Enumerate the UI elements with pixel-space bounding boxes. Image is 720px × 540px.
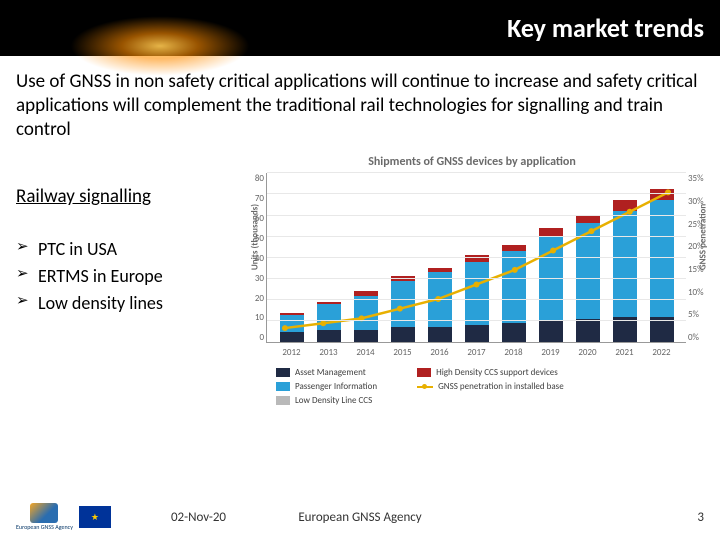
x-tick-label: 2013 — [317, 347, 341, 358]
intro-paragraph: Use of GNSS in non safety critical appli… — [0, 56, 720, 147]
footer-org: European GNSS Agency — [298, 510, 421, 525]
x-axis-labels: 2012 2013 2014 2015 2016 2017 2018 2019 2020 2021… — [267, 347, 686, 358]
x-tick-label: 2019 — [539, 347, 563, 358]
bar-segment — [576, 215, 600, 224]
bar-segment — [502, 323, 526, 342]
bullet-item: ERTMS in Europe — [16, 263, 236, 290]
chart-legend: Asset Management Passenger Information Low… — [276, 367, 708, 406]
y2-axis-ticks: 35%30%25%20%15%10%5%0% — [688, 173, 714, 343]
slide-title: Key market trends — [507, 12, 704, 44]
bar-group — [539, 228, 563, 343]
bullet-item: PTC in USA — [16, 236, 236, 263]
eu-flag-icon: ★ — [79, 506, 111, 528]
footer-date: 02-Nov-20 — [171, 510, 226, 525]
chart-area: Shipments of GNSS devices by application… — [236, 155, 708, 415]
gsa-logo-label: European GNSS Agency — [16, 523, 73, 531]
slide-footer: European GNSS Agency ★ 02-Nov-20 Europea… — [0, 494, 720, 540]
bar-segment — [428, 327, 452, 342]
bar-segment — [280, 315, 304, 332]
bar-group — [391, 276, 415, 342]
plot-area: 2012201320142015201620172018201920202021… — [266, 173, 686, 343]
bar-segment — [650, 189, 674, 200]
x-tick-label: 2015 — [391, 347, 415, 358]
slide-header: Key market trends — [0, 0, 720, 56]
x-tick-label: 2016 — [428, 347, 452, 358]
bar-segment — [613, 211, 637, 317]
section-heading: Railway signalling — [16, 185, 236, 208]
x-tick-label: 2012 — [280, 347, 304, 358]
bar-segment — [391, 327, 415, 342]
bar-group — [317, 302, 341, 342]
legend-item: Low Density Line CCS — [276, 395, 377, 406]
left-column: Railway signalling PTC in USA ERTMS in E… — [16, 155, 236, 415]
bullet-item: Low density lines — [16, 290, 236, 317]
bar-segment — [354, 330, 378, 343]
bar-segment — [613, 200, 637, 211]
bar-segment — [317, 304, 341, 330]
chart-title: Shipments of GNSS devices by application — [236, 155, 708, 169]
bar-segment — [465, 262, 489, 326]
legend-item: Passenger Information — [276, 381, 377, 392]
bar-group — [502, 245, 526, 343]
bar-group — [280, 313, 304, 343]
footer-page-number: 3 — [697, 510, 704, 525]
x-tick-label: 2022 — [650, 347, 674, 358]
legend-item: Asset Management — [276, 367, 377, 378]
x-tick-label: 2020 — [576, 347, 600, 358]
bar-segment — [539, 321, 563, 342]
bar-segment — [280, 332, 304, 343]
legend-item: GNSS penetration in installed base — [417, 381, 564, 392]
x-tick-label: 2021 — [613, 347, 637, 358]
x-tick-label: 2018 — [502, 347, 526, 358]
y-axis-ticks: 80706050403020100 — [244, 173, 264, 343]
x-tick-label: 2014 — [354, 347, 378, 358]
bars-container — [267, 173, 686, 342]
bar-segment — [576, 223, 600, 319]
content-row: Railway signalling PTC in USA ERTMS in E… — [0, 147, 720, 415]
chart-box: Units (thousands) GNSS penetration 80706… — [266, 173, 686, 343]
x-tick-label: 2017 — [465, 347, 489, 358]
bar-segment — [576, 319, 600, 342]
bar-segment — [317, 330, 341, 343]
bar-segment — [465, 325, 489, 342]
bullet-list: PTC in USA ERTMS in Europe Low density l… — [16, 236, 236, 317]
bar-segment — [502, 251, 526, 323]
bar-segment — [354, 296, 378, 330]
bar-group — [428, 268, 452, 342]
gsa-logo: European GNSS Agency — [16, 503, 73, 531]
footer-logos: European GNSS Agency ★ — [16, 503, 111, 531]
legend-item: High Density CCS support devices — [417, 367, 564, 378]
